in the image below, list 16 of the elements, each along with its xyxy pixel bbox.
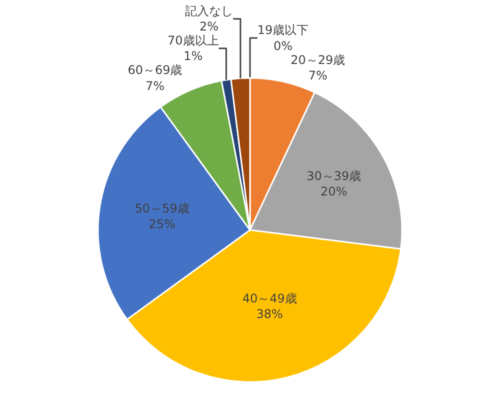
slice-label: 60～69歳 xyxy=(128,63,182,78)
data-label: 2% xyxy=(200,20,219,34)
data-label: 25% xyxy=(148,216,176,231)
slice-label: 50～59歳 xyxy=(134,201,190,216)
data-label: 7% xyxy=(308,68,328,82)
data-label: 7% xyxy=(145,78,164,93)
data-label: 38% xyxy=(256,307,283,322)
slice-label: 30～39歳 xyxy=(306,169,362,184)
slice-label: 70歳以上 xyxy=(168,34,219,48)
category-label: 19歳以下 xyxy=(257,23,309,38)
data-label: 20% xyxy=(320,184,348,199)
slice-label: 20～29歳 xyxy=(290,52,346,67)
slice-label: 記入なし xyxy=(185,4,234,18)
text: 0% xyxy=(274,38,293,53)
data-label: 1% xyxy=(184,49,203,64)
slice-label: 40～49歳 xyxy=(242,291,297,306)
